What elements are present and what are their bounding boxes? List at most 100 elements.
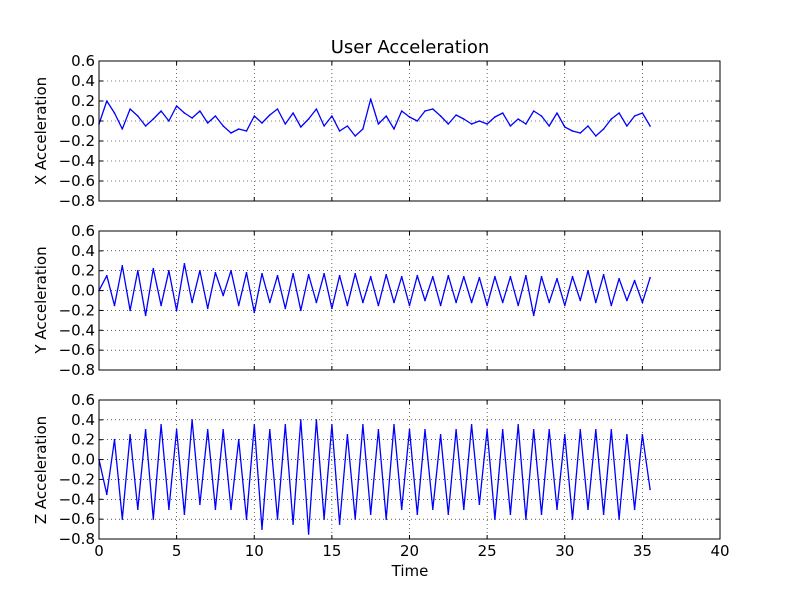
data-point-z [331, 424, 333, 426]
data-point-y [408, 304, 411, 307]
data-point-y [214, 271, 217, 274]
data-point-y [175, 309, 178, 312]
data-point-y [183, 263, 186, 265]
data-point-z [121, 518, 124, 520]
data-point-y [447, 274, 450, 277]
y-tick-label: 0.6 [71, 222, 95, 240]
data-point-x [307, 118, 310, 120]
y-tick-label: −0.6 [59, 510, 95, 528]
data-point-y [300, 309, 302, 312]
data-point-x [214, 115, 217, 117]
data-point-x [346, 125, 349, 127]
data-point-y [400, 275, 403, 278]
y-tick-label: −0.4 [59, 321, 95, 339]
data-point-y [222, 294, 224, 297]
data-point-y [385, 273, 388, 276]
data-point-y [478, 276, 481, 279]
data-point-z [354, 518, 357, 520]
data-point-x [517, 118, 519, 120]
data-point-z [160, 424, 162, 426]
data-point-z [556, 508, 558, 511]
y-tick-label: −0.2 [59, 132, 95, 150]
data-point-x [106, 100, 108, 102]
data-point-x [455, 114, 457, 116]
data-point-x [595, 135, 597, 137]
data-point-x [113, 112, 116, 114]
data-point-z [168, 508, 170, 511]
x-tick-label: 40 [710, 542, 729, 560]
data-point-z [455, 429, 457, 431]
subplot-z-acceleration: Z Acceleration −0.8 −0.6 −0.4 −0.20.0 0.2 0.4… [32, 391, 730, 560]
data-point-x [408, 116, 411, 118]
y-tick-label: −0.6 [59, 341, 95, 359]
data-point-y [106, 274, 108, 277]
data-point-z [424, 429, 426, 431]
data-point-y [595, 301, 597, 304]
data-point-z [253, 424, 256, 426]
data-point-y [525, 274, 527, 277]
data-point-y [633, 279, 636, 282]
data-point-y [292, 272, 294, 275]
data-point-y [284, 307, 287, 310]
data-point-x [626, 125, 628, 127]
data-point-z [377, 429, 380, 431]
data-point-y [237, 304, 240, 307]
data-point-y [152, 267, 155, 270]
data-point-y [113, 304, 116, 307]
data-point-y [121, 265, 124, 267]
data-point-x [129, 108, 131, 110]
data-point-x [253, 115, 256, 117]
data-point-z [641, 434, 644, 436]
data-point-z [385, 518, 388, 520]
data-point-x [284, 123, 287, 125]
data-point-z [618, 518, 620, 520]
data-point-z [307, 533, 310, 535]
data-point-z [463, 508, 465, 511]
data-point-y [362, 301, 364, 304]
data-point-z [432, 508, 434, 511]
data-point-y [369, 275, 372, 278]
data-point-x [377, 123, 380, 125]
data-point-x [237, 128, 240, 130]
y-tick-label: 0.2 [71, 431, 95, 449]
data-point-z [525, 518, 527, 520]
data-point-y [393, 301, 395, 304]
data-point-z [144, 429, 147, 431]
data-point-z [649, 488, 651, 491]
data-point-x [633, 115, 636, 117]
data-point-x [315, 108, 318, 110]
y-axis-label-x: X Acceleration [32, 77, 50, 185]
data-point-x [641, 112, 644, 114]
data-point-y [486, 304, 488, 307]
data-point-x [323, 125, 325, 127]
data-point-y [610, 304, 613, 307]
data-point-z [571, 518, 574, 520]
data-point-z [346, 434, 349, 436]
data-point-z [602, 513, 605, 515]
data-point-y [532, 314, 535, 317]
data-point-y [160, 304, 162, 307]
data-point-y [276, 274, 279, 277]
data-point-y [354, 272, 357, 275]
data-point-z [564, 434, 566, 436]
data-point-x [649, 125, 651, 127]
data-point-y [191, 301, 193, 304]
data-point-x [610, 118, 613, 120]
data-point-y [432, 275, 434, 278]
data-point-y [331, 307, 333, 310]
data-point-y [509, 275, 512, 278]
x-tick-label: 0 [94, 542, 104, 560]
data-point-z [595, 429, 597, 431]
data-point-z [222, 429, 224, 431]
data-point-y [129, 309, 131, 312]
data-point-y [439, 304, 442, 307]
data-point-x [548, 125, 550, 127]
y-tick-label: 0.4 [71, 242, 95, 260]
data-point-z [369, 513, 372, 515]
data-point-y [261, 272, 263, 275]
y-axis-label-z: Z Acceleration [32, 416, 50, 524]
data-point-y [501, 301, 504, 304]
data-point-z [447, 513, 450, 515]
data-point-z [517, 424, 519, 426]
data-point-z [439, 434, 442, 436]
